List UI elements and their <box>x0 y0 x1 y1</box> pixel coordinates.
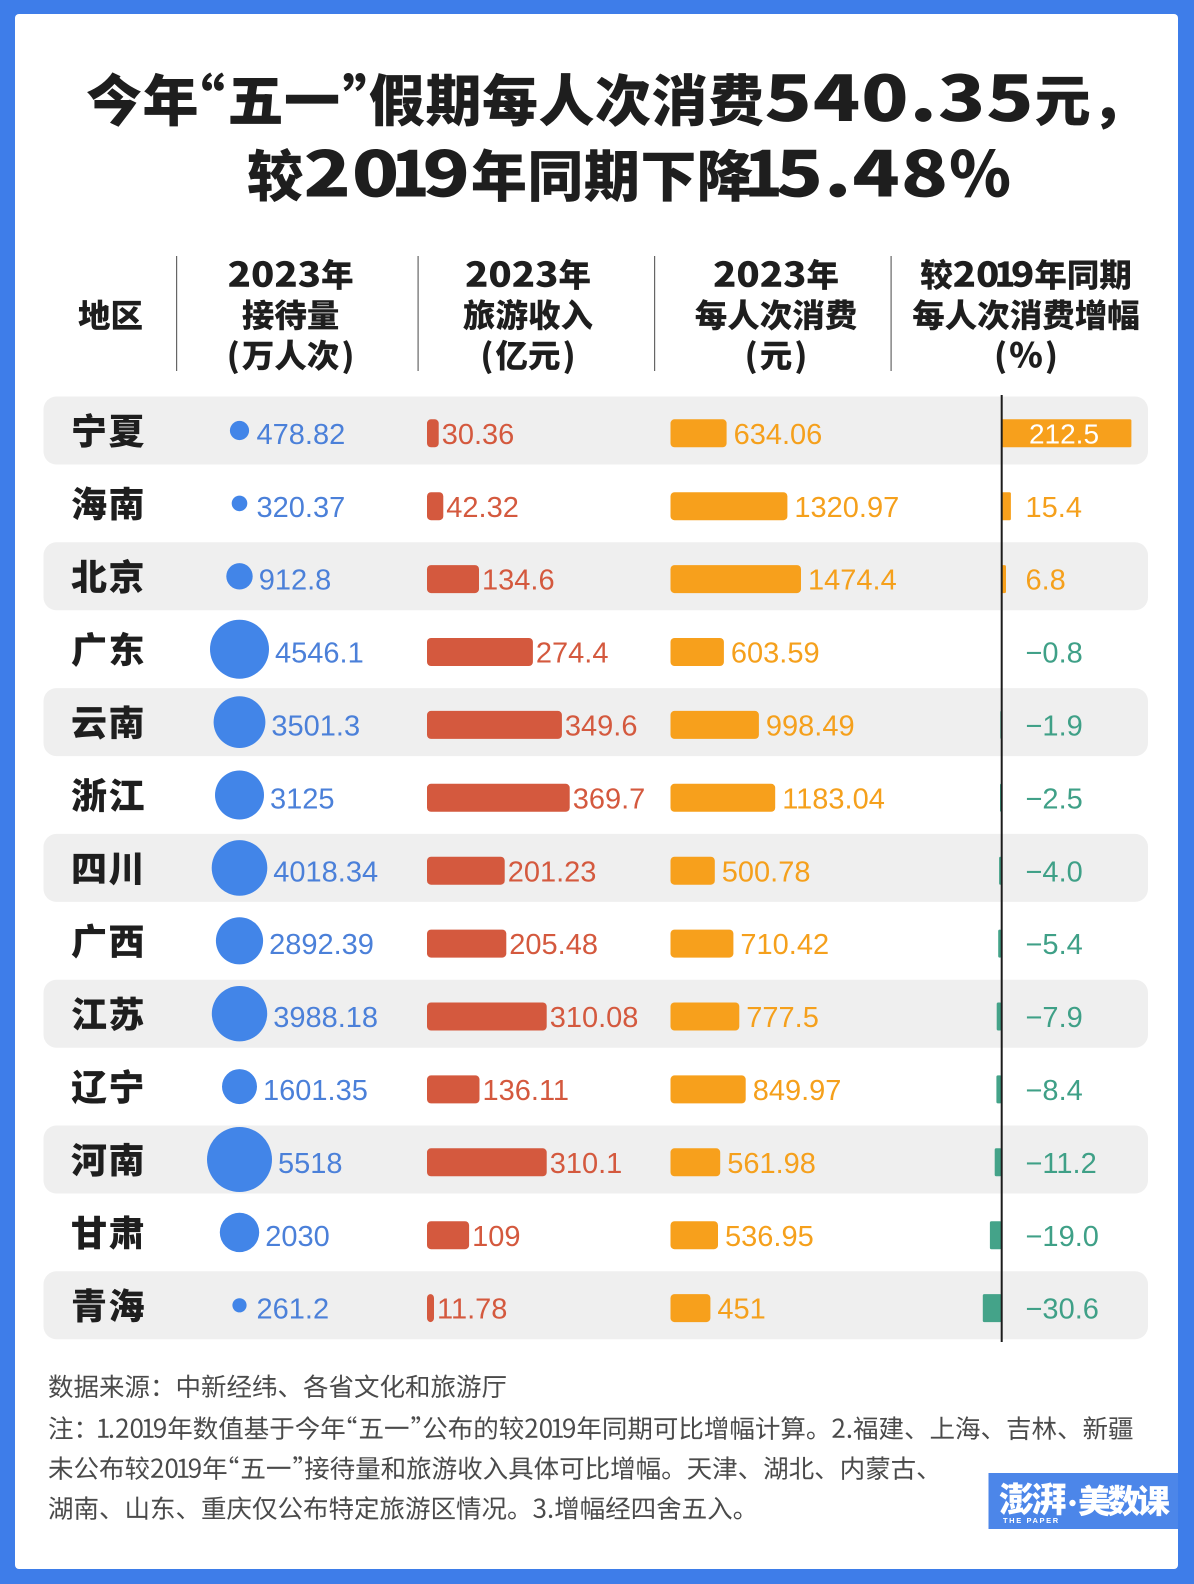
svg-text:451: 451 <box>717 1294 765 1326</box>
svg-text:500.78: 500.78 <box>722 856 811 888</box>
svg-text:−2.5: −2.5 <box>1026 783 1083 815</box>
svg-text:478.82: 478.82 <box>257 419 346 451</box>
svg-text:261.2: 261.2 <box>257 1294 330 1326</box>
svg-text:634.06: 634.06 <box>734 419 823 451</box>
svg-text:1474.4: 1474.4 <box>808 565 897 597</box>
svg-text:320.37: 320.37 <box>257 492 346 524</box>
svg-text:−11.2: −11.2 <box>1026 1148 1097 1180</box>
svg-text:109: 109 <box>472 1221 520 1253</box>
svg-text:134.6: 134.6 <box>482 565 555 597</box>
svg-text:212.5: 212.5 <box>1029 419 1099 450</box>
svg-text:349.6: 349.6 <box>565 711 638 743</box>
svg-text:15.4: 15.4 <box>1026 492 1082 524</box>
svg-text:−7.9: −7.9 <box>1026 1002 1083 1034</box>
svg-text:6.8: 6.8 <box>1026 565 1066 597</box>
svg-text:42.32: 42.32 <box>446 492 519 524</box>
svg-text:369.7: 369.7 <box>573 783 646 815</box>
svg-text:3501.3: 3501.3 <box>271 711 360 743</box>
svg-text:710.42: 710.42 <box>740 929 829 961</box>
svg-text:1601.35: 1601.35 <box>263 1075 368 1107</box>
svg-text:2892.39: 2892.39 <box>269 929 374 961</box>
svg-text:−0.8: −0.8 <box>1026 638 1083 670</box>
svg-text:310.08: 310.08 <box>550 1002 639 1034</box>
svg-text:998.49: 998.49 <box>766 711 855 743</box>
svg-text:−19.0: −19.0 <box>1026 1221 1099 1253</box>
svg-text:5518: 5518 <box>278 1148 343 1180</box>
svg-text:3125: 3125 <box>270 783 335 815</box>
svg-text:536.95: 536.95 <box>725 1221 814 1253</box>
svg-text:−4.0: −4.0 <box>1026 856 1083 888</box>
svg-text:274.4: 274.4 <box>536 638 609 670</box>
svg-text:205.48: 205.48 <box>509 929 598 961</box>
svg-text:2030: 2030 <box>265 1221 330 1253</box>
svg-text:849.97: 849.97 <box>753 1075 842 1107</box>
svg-text:−8.4: −8.4 <box>1026 1075 1083 1107</box>
svg-text:561.98: 561.98 <box>727 1148 816 1180</box>
svg-text:201.23: 201.23 <box>508 856 597 888</box>
svg-text:4546.1: 4546.1 <box>275 638 364 670</box>
svg-text:603.59: 603.59 <box>731 638 820 670</box>
svg-text:3988.18: 3988.18 <box>273 1002 378 1034</box>
svg-text:30.36: 30.36 <box>442 419 515 451</box>
svg-text:136.11: 136.11 <box>483 1075 570 1107</box>
svg-text:1320.97: 1320.97 <box>794 492 899 524</box>
svg-text:4018.34: 4018.34 <box>273 856 378 888</box>
svg-text:777.5: 777.5 <box>746 1002 819 1034</box>
svg-text:11.78: 11.78 <box>437 1294 507 1326</box>
svg-text:912.8: 912.8 <box>259 565 332 597</box>
svg-text:−1.9: −1.9 <box>1026 711 1083 743</box>
svg-text:−5.4: −5.4 <box>1026 929 1083 961</box>
svg-text:THE PAPER: THE PAPER <box>1003 1516 1060 1525</box>
svg-text:−30.6: −30.6 <box>1026 1294 1099 1326</box>
svg-text:1183.04: 1183.04 <box>782 783 885 815</box>
svg-text:310.1: 310.1 <box>550 1148 623 1180</box>
